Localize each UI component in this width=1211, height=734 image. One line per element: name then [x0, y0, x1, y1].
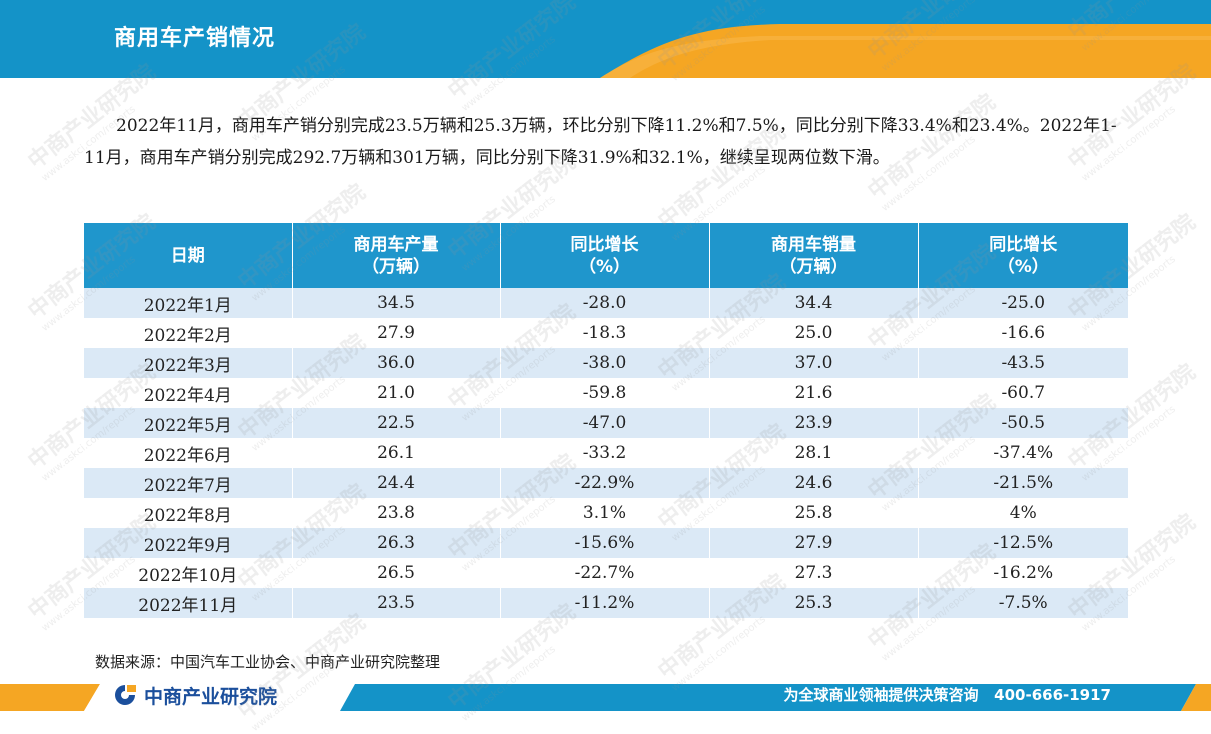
- cell-date: 2022年2月: [84, 318, 293, 348]
- table-row: 2022年5月 22.5 -47.0 23.9 -50.5: [84, 408, 1128, 438]
- cell-sales: 34.4: [709, 288, 919, 318]
- cell-date: 2022年4月: [84, 378, 293, 408]
- cell-production-yoy: -18.3: [500, 318, 710, 348]
- header-production-yoy: 同比增长 （%）: [500, 223, 710, 288]
- cell-sales-yoy: -50.5: [918, 408, 1128, 438]
- header-date: 日期: [84, 223, 293, 288]
- cell-production-yoy: 3.1%: [500, 498, 710, 528]
- table-header-row: 日期 商用车产量 （万辆） 同比增长 （%） 商用车销量 （万辆） 同比增长 （…: [84, 223, 1128, 288]
- table-row: 2022年11月 23.5 -11.2% 25.3 -7.5%: [84, 588, 1128, 618]
- cell-date: 2022年9月: [84, 528, 293, 558]
- cell-date: 2022年11月: [84, 588, 293, 618]
- cell-production-yoy: -15.6%: [500, 528, 710, 558]
- header-label: 商用车产量: [353, 234, 439, 255]
- cell-production: 26.5: [292, 558, 501, 588]
- page-title: 商用车产销情况: [114, 26, 276, 51]
- header-unit: （%）: [578, 256, 631, 277]
- cell-production-yoy: -38.0: [500, 348, 710, 378]
- cell-date: 2022年5月: [84, 408, 293, 438]
- cell-sales-yoy: -43.5: [918, 348, 1128, 378]
- table-body: 2022年1月 34.5 -28.0 34.4 -25.0 2022年2月 27.9 -18.…: [84, 288, 1128, 618]
- footer-decoration: [0, 684, 1211, 711]
- cell-sales: 24.6: [709, 468, 919, 498]
- table-row: 2022年10月 26.5 -22.7% 27.3 -16.2%: [84, 558, 1128, 588]
- table-row: 2022年4月 21.0 -59.8 21.6 -60.7: [84, 378, 1128, 408]
- cell-sales-yoy: -16.2%: [918, 558, 1128, 588]
- cell-sales: 28.1: [709, 438, 919, 468]
- header-unit: （万辆）: [362, 256, 430, 277]
- production-sales-table: 日期 商用车产量 （万辆） 同比增长 （%） 商用车销量 （万辆） 同比增长 （…: [84, 223, 1128, 618]
- table-row: 2022年8月 23.8 3.1% 25.8 4%: [84, 498, 1128, 528]
- cell-sales-yoy: -12.5%: [918, 528, 1128, 558]
- cell-production: 23.8: [292, 498, 501, 528]
- slogan-text: 为全球商业领袖提供决策咨询: [783, 686, 979, 704]
- footer-slogan: 为全球商业领袖提供决策咨询 400-666-1917: [783, 684, 1111, 705]
- table-row: 2022年9月 26.3 -15.6% 27.9 -12.5%: [84, 528, 1128, 558]
- header-decoration: [600, 24, 1211, 78]
- header-label: 日期: [170, 245, 205, 266]
- cell-production: 36.0: [292, 348, 501, 378]
- cell-date: 2022年6月: [84, 438, 293, 468]
- cell-production: 22.5: [292, 408, 501, 438]
- cell-date: 2022年1月: [84, 288, 293, 318]
- cell-production-yoy: -33.2: [500, 438, 710, 468]
- cell-sales-yoy: -16.6: [918, 318, 1128, 348]
- header-banner: 商用车产销情况: [0, 0, 1211, 78]
- cell-production-yoy: -11.2%: [500, 588, 710, 618]
- cell-production: 26.1: [292, 438, 501, 468]
- table-row: 2022年7月 24.4 -22.9% 24.6 -21.5%: [84, 468, 1128, 498]
- cell-sales: 27.9: [709, 528, 919, 558]
- cell-date: 2022年10月: [84, 558, 293, 588]
- table-row: 2022年3月 36.0 -38.0 37.0 -43.5: [84, 348, 1128, 378]
- logo-text: 中商产业研究院: [144, 685, 278, 708]
- cell-production-yoy: -59.8: [500, 378, 710, 408]
- header-label: 同比增长: [989, 234, 1058, 255]
- cell-date: 2022年8月: [84, 498, 293, 528]
- cell-sales: 25.0: [709, 318, 919, 348]
- cell-sales: 25.3: [709, 588, 919, 618]
- cell-sales: 25.8: [709, 498, 919, 528]
- cell-sales-yoy: -7.5%: [918, 588, 1128, 618]
- cell-production-yoy: -22.7%: [500, 558, 710, 588]
- company-logo: 中商产业研究院: [112, 683, 278, 708]
- header-sales-yoy: 同比增长 （%）: [918, 223, 1128, 288]
- header-unit: （%）: [997, 256, 1049, 277]
- cell-sales-yoy: -60.7: [918, 378, 1128, 408]
- cell-sales: 37.0: [709, 348, 919, 378]
- cell-production: 24.4: [292, 468, 501, 498]
- data-source-note: 数据来源：中国汽车工业协会、中商产业研究院整理: [95, 653, 441, 671]
- cell-date: 2022年7月: [84, 468, 293, 498]
- cell-sales-yoy: -21.5%: [918, 468, 1128, 498]
- contact-phone: 400-666-1917: [994, 686, 1111, 704]
- cell-production: 23.5: [292, 588, 501, 618]
- table-row: 2022年1月 34.5 -28.0 34.4 -25.0: [84, 288, 1128, 318]
- cell-sales: 23.9: [709, 408, 919, 438]
- cell-sales-yoy: 4%: [918, 498, 1128, 528]
- intro-paragraph: 2022年11月，商用车产销分别完成23.5万辆和25.3万辆，环比分别下降11…: [84, 116, 1117, 168]
- cell-production-yoy: -28.0: [500, 288, 710, 318]
- table-row: 2022年2月 27.9 -18.3 25.0 -16.6: [84, 318, 1128, 348]
- cell-production-yoy: -22.9%: [500, 468, 710, 498]
- cell-production: 27.9: [292, 318, 501, 348]
- cell-sales-yoy: -37.4%: [918, 438, 1128, 468]
- cell-date: 2022年3月: [84, 348, 293, 378]
- cell-production: 21.0: [292, 378, 501, 408]
- header-label: 商用车销量: [771, 234, 856, 255]
- header-unit: （万辆）: [779, 256, 848, 277]
- cell-sales-yoy: -25.0: [918, 288, 1128, 318]
- table-row: 2022年6月 26.1 -33.2 28.1 -37.4%: [84, 438, 1128, 468]
- cell-production-yoy: -47.0: [500, 408, 710, 438]
- logo-icon: [115, 685, 136, 705]
- cell-sales: 27.3: [709, 558, 919, 588]
- cell-production: 26.3: [292, 528, 501, 558]
- footer-bar: [0, 680, 1211, 711]
- header-production: 商用车产量 （万辆）: [292, 223, 501, 288]
- cell-sales: 21.6: [709, 378, 919, 408]
- header-label: 同比增长: [570, 234, 639, 255]
- cell-production: 34.5: [292, 288, 501, 318]
- header-sales: 商用车销量 （万辆）: [709, 223, 919, 288]
